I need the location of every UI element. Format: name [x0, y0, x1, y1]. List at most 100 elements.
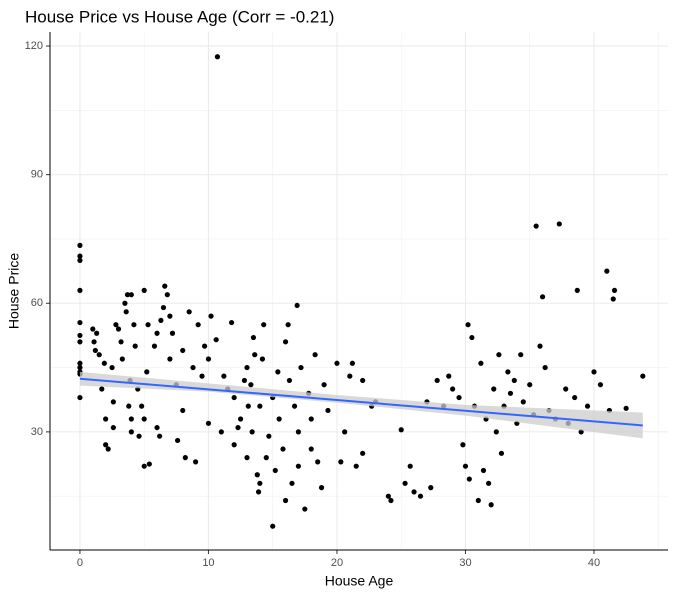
point [321, 382, 327, 388]
point [286, 377, 293, 384]
point [77, 394, 83, 401]
y-tick-label: 60 [31, 297, 43, 309]
point [77, 319, 83, 326]
point [146, 461, 152, 467]
point [141, 463, 147, 469]
point [113, 322, 119, 328]
point [221, 373, 227, 379]
point [91, 339, 97, 345]
point [250, 334, 257, 341]
point [496, 352, 502, 358]
point [228, 319, 235, 326]
point [295, 463, 302, 469]
point [136, 433, 142, 439]
x-tick-label: 0 [77, 557, 83, 569]
point [195, 322, 201, 328]
point [231, 442, 237, 448]
point [160, 304, 167, 311]
x-tick-label: 40 [588, 557, 600, 569]
point [132, 343, 138, 349]
point [302, 506, 308, 512]
point [77, 364, 83, 371]
point [110, 399, 116, 405]
point [244, 364, 250, 371]
point [308, 446, 314, 452]
point [144, 369, 150, 375]
point [154, 330, 160, 336]
point [205, 356, 212, 362]
point [218, 429, 224, 435]
point [124, 292, 131, 298]
point [139, 403, 145, 409]
point [254, 472, 260, 478]
point [611, 287, 618, 293]
point [257, 403, 263, 409]
point [460, 442, 466, 448]
point [248, 382, 254, 388]
point [272, 467, 278, 474]
point [295, 429, 302, 435]
point [245, 403, 251, 409]
point [537, 343, 543, 349]
point [282, 339, 289, 345]
point [572, 394, 578, 401]
point [446, 373, 452, 379]
point [491, 386, 497, 392]
point [167, 313, 173, 319]
x-tick-label: 10 [202, 557, 214, 569]
point [465, 322, 471, 328]
point [289, 480, 295, 486]
point [180, 347, 186, 354]
point [141, 287, 147, 293]
point [282, 497, 289, 504]
point [122, 300, 128, 306]
point [315, 459, 321, 465]
point [360, 377, 366, 384]
point [291, 403, 298, 409]
point [90, 326, 96, 332]
point [199, 373, 205, 379]
point [99, 386, 105, 392]
point [527, 382, 533, 388]
point [417, 493, 424, 499]
point [505, 369, 511, 375]
point [182, 455, 188, 461]
point [610, 296, 616, 302]
point [469, 334, 475, 341]
point [640, 373, 646, 379]
point [77, 287, 83, 293]
point [312, 352, 318, 358]
point [235, 424, 241, 431]
point [103, 416, 109, 422]
point [353, 463, 359, 469]
point [591, 369, 597, 375]
x-tick-label: 30 [459, 557, 471, 569]
point [597, 382, 604, 388]
point [456, 394, 462, 401]
point [109, 364, 115, 371]
point [539, 294, 546, 300]
point [169, 330, 176, 336]
point [276, 416, 282, 422]
point [255, 489, 262, 495]
point [131, 322, 137, 328]
point [604, 268, 610, 274]
point [101, 360, 107, 366]
point [556, 221, 562, 227]
point [428, 485, 434, 491]
point [186, 309, 192, 315]
point [349, 360, 355, 366]
point [347, 373, 353, 379]
point [462, 463, 469, 469]
point [201, 343, 208, 349]
point [151, 343, 158, 349]
point [252, 352, 258, 358]
point [480, 467, 487, 474]
point [493, 429, 499, 435]
point [77, 242, 83, 248]
point [563, 386, 569, 392]
point [478, 360, 484, 366]
x-tick-label: 20 [331, 557, 343, 569]
